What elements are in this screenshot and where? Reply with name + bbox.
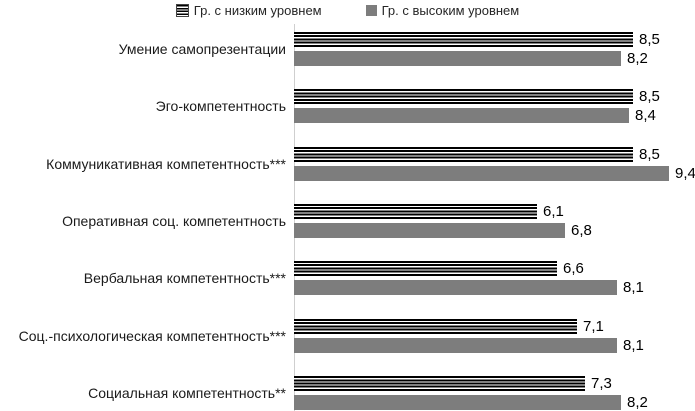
- value-label: 7,3: [591, 375, 612, 392]
- category-label: Коммуникативная компетентность***: [46, 156, 286, 172]
- bar-high-group: [294, 280, 617, 295]
- value-label: 8,1: [623, 337, 644, 354]
- bar-low-group: [294, 32, 633, 47]
- value-label: 8,5: [639, 88, 660, 105]
- value-label: 8,2: [627, 50, 648, 67]
- value-label: 6,8: [571, 222, 592, 239]
- legend-label-low: Гр. с низким уровнем: [193, 2, 322, 18]
- category-label: Вербальная компетентность***: [83, 270, 286, 286]
- value-label: 7,1: [583, 318, 604, 335]
- legend-item-low-group: Гр. с низким уровнем: [175, 2, 322, 18]
- value-label: 9,4: [675, 165, 695, 182]
- category-label: Соц.-психологическая компетентность***: [18, 328, 286, 344]
- bar-low-group: [294, 204, 537, 219]
- bar-low-group: [294, 376, 585, 391]
- bar-high-group: [294, 223, 565, 238]
- bar-high-group: [294, 108, 629, 123]
- category-label: Эго-компетентность: [155, 98, 286, 114]
- bar-low-group: [294, 261, 557, 276]
- value-label: 6,6: [563, 260, 584, 277]
- striped-swatch-icon: [175, 3, 189, 17]
- bar-high-group: [294, 51, 621, 66]
- bar-low-group: [294, 89, 633, 104]
- value-label: 6,1: [543, 203, 564, 220]
- bar-high-group: [294, 338, 617, 353]
- bar-low-group: [294, 319, 577, 334]
- category-label: Оперативная соц. компетентность: [62, 213, 286, 229]
- category-label: Умение самопрезентации: [118, 41, 286, 57]
- legend-label-high: Гр. с высоким уровнем: [381, 2, 520, 18]
- bar-low-group: [294, 147, 633, 162]
- bar-high-group: [294, 395, 621, 410]
- gray-swatch-icon: [365, 4, 377, 16]
- value-label: 8,5: [639, 146, 660, 163]
- value-label: 8,1: [623, 279, 644, 296]
- value-label: 8,5: [639, 31, 660, 48]
- category-label: Социальная компетентность**: [88, 385, 286, 401]
- value-label: 8,2: [627, 394, 648, 411]
- legend-item-high-group: Гр. с высоким уровнем: [365, 2, 520, 18]
- bar-high-group: [294, 166, 669, 181]
- value-label: 8,4: [635, 107, 656, 124]
- chart-legend: Гр. с низким уровнем Гр. с высоким уровн…: [0, 1, 695, 19]
